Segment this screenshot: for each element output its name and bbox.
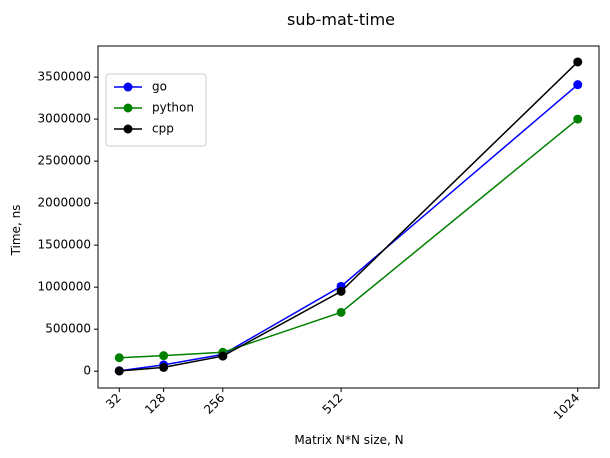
data-point-python xyxy=(573,114,583,124)
data-point-go xyxy=(573,80,583,90)
legend-marker-cpp xyxy=(123,124,133,134)
data-point-cpp xyxy=(336,286,346,296)
data-point-cpp xyxy=(218,351,228,361)
x-axis-label: Matrix N*N size, N xyxy=(294,433,403,447)
legend-label-go: go xyxy=(152,80,167,94)
y-tick-label: 2500000 xyxy=(38,154,91,168)
data-point-cpp xyxy=(159,362,169,372)
legend-marker-go xyxy=(123,82,133,92)
legend-label-cpp: cpp xyxy=(152,122,174,136)
data-point-cpp xyxy=(573,57,583,67)
data-point-cpp xyxy=(114,366,124,376)
y-tick-label: 500000 xyxy=(45,322,91,336)
axes-frame xyxy=(97,45,600,389)
legend: go python cpp xyxy=(105,73,207,147)
data-point-python xyxy=(114,353,124,363)
y-axis-label: Time, ns xyxy=(9,205,23,257)
legend-marker-python xyxy=(123,103,133,113)
data-point-python xyxy=(336,307,346,317)
y-tick-label: 3500000 xyxy=(38,70,91,84)
chart-title: sub-mat-time xyxy=(287,10,395,29)
y-tick-label: 2000000 xyxy=(38,196,91,210)
legend-label-python: python xyxy=(152,101,194,115)
y-tick-label: 1500000 xyxy=(38,238,91,252)
series-layer xyxy=(114,57,583,376)
y-tick-label: 0 xyxy=(83,364,91,378)
y-tick-label: 3000000 xyxy=(38,112,91,126)
data-point-python xyxy=(159,351,169,361)
y-axis-ticks: 0 500000 1000000 1500000 2000000 2500000 30000… xyxy=(38,70,98,378)
y-tick-label: 1000000 xyxy=(38,280,91,294)
